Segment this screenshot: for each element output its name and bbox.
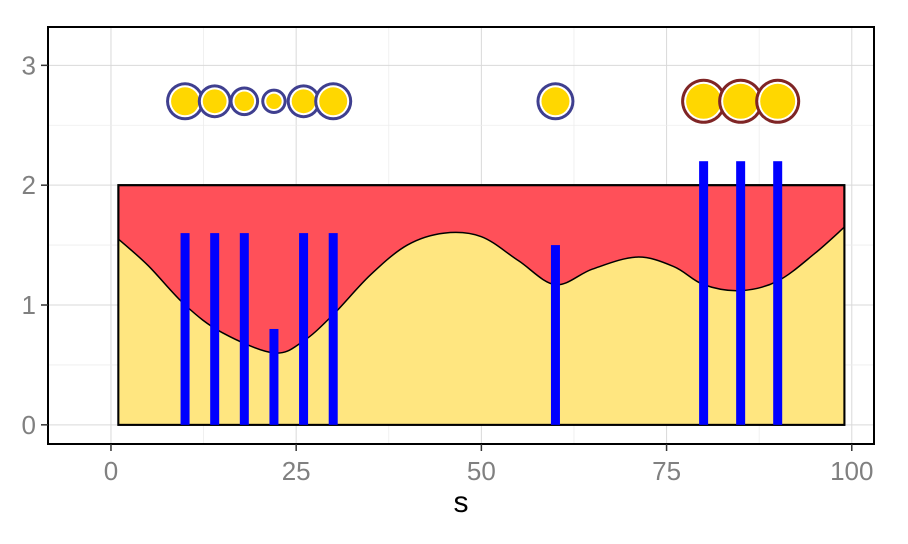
bar bbox=[210, 233, 220, 425]
y-axis-ticks: 0 1 2 3 bbox=[22, 50, 48, 440]
x-tick-label: 100 bbox=[830, 456, 873, 486]
bar bbox=[269, 328, 279, 425]
y-tick-label: 3 bbox=[22, 50, 36, 80]
x-tick-label: 75 bbox=[652, 456, 681, 486]
marker bbox=[760, 83, 796, 119]
blue-bars bbox=[180, 161, 783, 425]
marker bbox=[686, 83, 722, 119]
marker bbox=[723, 83, 759, 119]
plot-border bbox=[47, 26, 875, 445]
bar bbox=[736, 161, 746, 425]
band-outline bbox=[117, 184, 846, 426]
x-tick-label: 0 bbox=[104, 456, 118, 486]
marker bbox=[171, 87, 200, 116]
marker bbox=[202, 89, 227, 114]
bar bbox=[699, 161, 709, 425]
bar bbox=[550, 245, 560, 425]
x-tick-label: 25 bbox=[282, 456, 311, 486]
bar bbox=[299, 233, 309, 425]
curve-line bbox=[117, 226, 845, 354]
circle-markers bbox=[166, 78, 801, 124]
x-tick-label: 50 bbox=[467, 456, 496, 486]
bar bbox=[180, 233, 190, 425]
x-axis-ticks: 0 25 50 75 100 bbox=[104, 444, 873, 486]
bar bbox=[773, 161, 783, 425]
marker bbox=[234, 91, 255, 112]
y-tick-label: 2 bbox=[22, 170, 36, 200]
marker bbox=[319, 87, 348, 116]
y-tick-label: 1 bbox=[22, 290, 36, 320]
bar bbox=[239, 233, 249, 425]
bar bbox=[328, 233, 338, 425]
marker bbox=[291, 89, 316, 114]
y-tick-label: 0 bbox=[22, 410, 36, 440]
marker bbox=[266, 93, 282, 109]
x-axis-title: s bbox=[454, 486, 469, 519]
marker bbox=[541, 87, 570, 116]
